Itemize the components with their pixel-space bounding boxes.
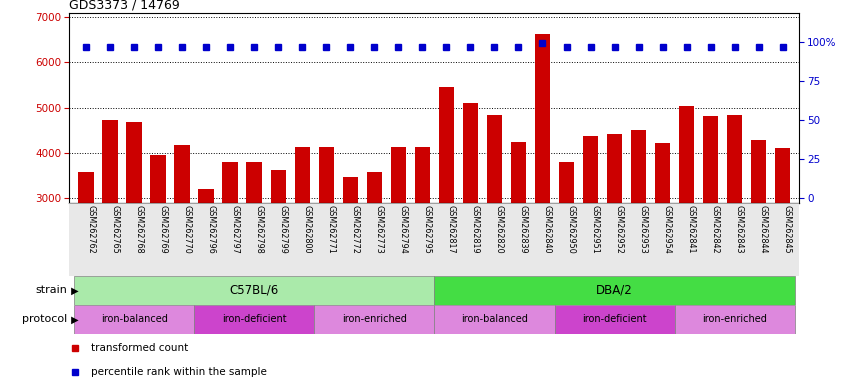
Text: GSM262820: GSM262820	[494, 205, 503, 253]
Text: GSM262762: GSM262762	[86, 205, 96, 254]
Bar	[126, 122, 142, 203]
Text: ▶: ▶	[68, 314, 79, 324]
Bar	[415, 147, 431, 203]
Text: GSM262845: GSM262845	[783, 205, 792, 253]
Text: GSM262840: GSM262840	[542, 205, 552, 253]
Bar	[631, 130, 646, 203]
Bar	[79, 172, 94, 203]
Bar	[294, 147, 310, 203]
Bar	[315, 305, 434, 334]
Text: GSM262773: GSM262773	[375, 205, 383, 254]
Text: GSM262768: GSM262768	[135, 205, 143, 253]
Text: GSM262951: GSM262951	[591, 205, 600, 254]
Bar	[366, 172, 382, 203]
Text: GSM262950: GSM262950	[567, 205, 575, 254]
Text: GSM262770: GSM262770	[182, 205, 191, 254]
Bar	[343, 177, 358, 203]
Bar	[511, 142, 526, 203]
Text: transformed count: transformed count	[91, 343, 189, 353]
Bar	[727, 116, 743, 203]
Bar	[74, 305, 195, 334]
Text: protocol: protocol	[23, 314, 68, 324]
Bar	[195, 305, 315, 334]
Bar	[222, 162, 238, 203]
Text: GSM262843: GSM262843	[734, 205, 744, 253]
Bar	[271, 170, 286, 203]
Text: GSM262842: GSM262842	[711, 205, 720, 253]
Bar	[674, 305, 794, 334]
Text: GSM262795: GSM262795	[422, 205, 431, 254]
Bar	[583, 136, 598, 203]
Text: GSM262769: GSM262769	[158, 205, 168, 254]
Text: GSM262772: GSM262772	[350, 205, 360, 254]
Bar	[74, 276, 434, 305]
Bar	[151, 155, 166, 203]
Bar	[391, 147, 406, 203]
Bar	[554, 305, 674, 334]
Text: GSM262794: GSM262794	[398, 205, 408, 254]
Text: GDS3373 / 14769: GDS3373 / 14769	[69, 0, 180, 12]
Text: GSM262817: GSM262817	[447, 205, 455, 253]
Text: GSM262771: GSM262771	[327, 205, 335, 254]
Text: GSM262841: GSM262841	[687, 205, 695, 253]
Bar	[434, 305, 554, 334]
Bar	[102, 121, 118, 203]
Bar	[703, 116, 718, 203]
Text: GSM262844: GSM262844	[759, 205, 767, 253]
Text: GSM262796: GSM262796	[206, 205, 215, 254]
Text: iron-balanced: iron-balanced	[101, 314, 168, 324]
Text: GSM262765: GSM262765	[110, 205, 119, 254]
Text: GSM262819: GSM262819	[470, 205, 480, 253]
Text: GSM262797: GSM262797	[230, 205, 239, 254]
Text: GSM262839: GSM262839	[519, 205, 527, 253]
Bar	[751, 140, 766, 203]
Text: iron-enriched: iron-enriched	[702, 314, 767, 324]
Bar	[438, 87, 454, 203]
Text: iron-deficient: iron-deficient	[222, 314, 287, 324]
Bar	[678, 106, 695, 203]
Text: GSM262953: GSM262953	[639, 205, 647, 254]
Bar	[319, 147, 334, 203]
Text: iron-deficient: iron-deficient	[582, 314, 647, 324]
Text: GSM262800: GSM262800	[302, 205, 311, 253]
Text: C57BL/6: C57BL/6	[229, 284, 279, 297]
Bar	[246, 162, 262, 203]
Bar	[199, 189, 214, 203]
Text: strain: strain	[36, 285, 68, 295]
Text: GSM262952: GSM262952	[614, 205, 624, 254]
Bar	[174, 145, 190, 203]
Text: percentile rank within the sample: percentile rank within the sample	[91, 366, 267, 377]
Bar	[558, 162, 574, 203]
Bar	[775, 147, 790, 203]
Bar	[486, 115, 503, 203]
Bar	[434, 276, 794, 305]
Text: GSM262798: GSM262798	[255, 205, 263, 254]
Text: GSM262954: GSM262954	[662, 205, 672, 254]
Bar	[463, 103, 478, 203]
Bar	[655, 143, 670, 203]
Bar	[535, 35, 550, 203]
Bar	[607, 134, 623, 203]
Text: DBA/2: DBA/2	[596, 284, 633, 297]
Text: GSM262799: GSM262799	[278, 205, 288, 254]
Text: iron-enriched: iron-enriched	[342, 314, 407, 324]
Text: ▶: ▶	[68, 285, 79, 295]
Text: iron-balanced: iron-balanced	[461, 314, 528, 324]
